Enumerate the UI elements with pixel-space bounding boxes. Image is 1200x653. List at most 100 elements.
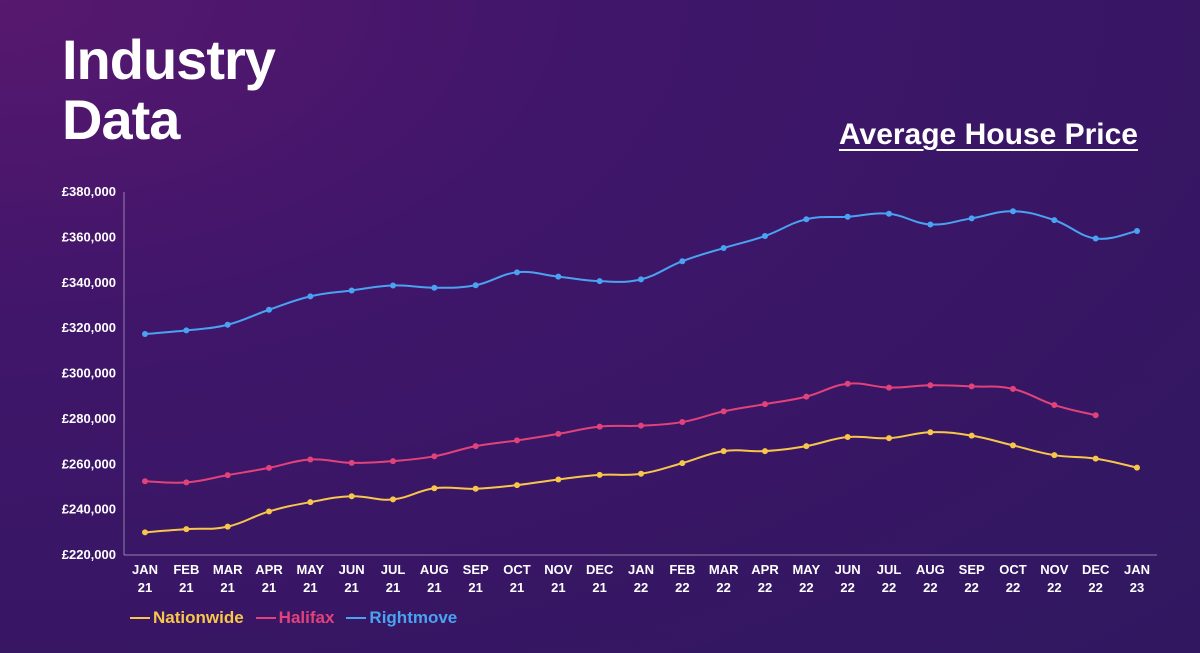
y-tick-label: £340,000 xyxy=(62,275,116,290)
data-point-rightmove xyxy=(1051,217,1058,224)
x-tick-label-year: 21 xyxy=(303,580,317,595)
y-tick-label: £240,000 xyxy=(62,502,116,517)
x-tick-label-month: AUG xyxy=(420,562,449,577)
x-tick-label-month: SEP xyxy=(959,562,985,577)
data-point-rightmove xyxy=(762,233,768,240)
data-point-halifax xyxy=(266,464,272,471)
data-point-nationwide xyxy=(803,443,810,450)
series-line-halifax xyxy=(144,382,1096,484)
data-point-nationwide xyxy=(183,526,190,533)
chart-series xyxy=(142,208,1140,536)
data-point-rightmove xyxy=(638,276,644,283)
x-tick-label-year: 21 xyxy=(262,580,276,595)
x-tick-label-month: MAR xyxy=(709,562,739,577)
data-point-rightmove xyxy=(803,216,810,223)
x-tick-label-month: NOV xyxy=(1040,562,1069,577)
legend-swatch-nationwide xyxy=(130,617,150,619)
page-title: Industry Data xyxy=(62,28,276,150)
x-tick-label-year: 21 xyxy=(138,580,152,595)
legend-label-nationwide: Nationwide xyxy=(153,608,244,627)
x-tick-label-month: JUL xyxy=(877,562,902,577)
y-tick-label: £320,000 xyxy=(62,320,116,335)
data-point-halifax xyxy=(555,430,562,437)
data-point-halifax xyxy=(348,459,355,466)
page-title-line1: Industry xyxy=(62,28,276,91)
data-point-nationwide xyxy=(596,471,603,478)
x-tick-label-year: 21 xyxy=(386,580,400,595)
data-point-halifax xyxy=(307,456,314,463)
chart-title: Average House Price xyxy=(838,118,1138,151)
data-point-rightmove xyxy=(390,282,396,289)
x-tick-label-year: 23 xyxy=(1130,580,1144,595)
x-tick-label-year: 22 xyxy=(799,580,813,595)
x-tick-label-year: 22 xyxy=(675,580,689,595)
x-tick-label-month: OCT xyxy=(503,562,531,577)
x-tick-label-month: JAN xyxy=(628,562,654,577)
y-axis-ticks: £220,000 £240,000 £260,000 £280,000 £300,000… xyxy=(62,184,116,562)
data-point-halifax xyxy=(1010,385,1016,392)
data-point-nationwide xyxy=(968,432,975,439)
data-point-halifax xyxy=(472,443,479,450)
data-point-halifax xyxy=(927,382,934,389)
data-point-halifax xyxy=(390,458,396,465)
data-point-nationwide xyxy=(348,493,355,500)
x-tick-label-year: 21 xyxy=(220,580,234,595)
x-tick-label-year: 22 xyxy=(1006,580,1020,595)
series-halifax xyxy=(142,380,1099,486)
data-point-halifax xyxy=(720,408,727,415)
data-point-rightmove xyxy=(555,273,562,280)
x-tick-label-year: 22 xyxy=(840,580,854,595)
data-point-halifax xyxy=(596,423,603,430)
x-tick-label-month: AUG xyxy=(916,562,945,577)
data-point-rightmove xyxy=(514,269,520,276)
data-point-halifax xyxy=(679,419,686,426)
x-tick-label-month: APR xyxy=(751,562,779,577)
x-tick-label-year: 21 xyxy=(551,580,565,595)
data-point-rightmove xyxy=(679,258,686,265)
data-point-rightmove xyxy=(307,293,314,300)
data-point-nationwide xyxy=(638,470,644,477)
data-point-rightmove xyxy=(183,327,190,334)
data-point-rightmove xyxy=(596,278,603,285)
data-point-nationwide xyxy=(927,429,934,436)
data-point-nationwide xyxy=(720,448,727,455)
data-point-rightmove xyxy=(348,287,355,294)
y-tick-label: £220,000 xyxy=(62,547,116,562)
data-point-halifax xyxy=(886,384,892,391)
data-point-rightmove xyxy=(927,221,934,228)
x-tick-label-month: OCT xyxy=(999,562,1027,577)
data-point-nationwide xyxy=(224,523,231,530)
legend-label-halifax: Halifax xyxy=(278,608,335,627)
x-tick-label-month: MAY xyxy=(296,562,324,577)
data-point-rightmove xyxy=(472,282,479,289)
x-tick-label-year: 21 xyxy=(179,580,193,595)
y-tick-label: £360,000 xyxy=(62,229,116,244)
data-point-nationwide xyxy=(307,499,314,506)
x-tick-label-month: JUL xyxy=(381,562,406,577)
x-tick-label-month: MAY xyxy=(792,562,820,577)
data-point-halifax xyxy=(762,401,768,408)
y-tick-label: £300,000 xyxy=(62,366,116,381)
x-tick-label-year: 21 xyxy=(510,580,524,595)
x-tick-label-year: 22 xyxy=(1088,580,1102,595)
data-point-halifax xyxy=(224,472,231,479)
x-tick-label-year: 21 xyxy=(468,580,482,595)
data-point-rightmove xyxy=(1092,235,1099,242)
x-tick-label-month: JUN xyxy=(835,562,861,577)
series-rightmove xyxy=(142,208,1140,338)
data-point-rightmove xyxy=(1134,228,1140,235)
data-point-nationwide xyxy=(514,482,520,489)
data-point-halifax xyxy=(514,437,520,444)
x-tick-label-month: DEC xyxy=(586,562,614,577)
x-tick-label-year: 22 xyxy=(634,580,648,595)
x-tick-label-year: 22 xyxy=(1047,580,1061,595)
data-point-halifax xyxy=(142,478,148,485)
data-point-nationwide xyxy=(844,434,851,441)
x-tick-label-month: NOV xyxy=(544,562,573,577)
data-point-nationwide xyxy=(431,485,438,492)
data-point-halifax xyxy=(431,453,438,460)
data-point-halifax xyxy=(638,422,644,429)
data-point-rightmove xyxy=(886,210,892,217)
data-point-halifax xyxy=(1092,412,1099,419)
